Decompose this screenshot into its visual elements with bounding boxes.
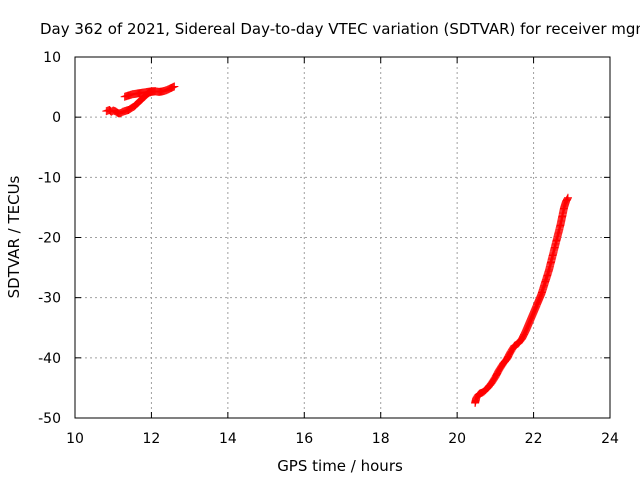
x-tick-label: 20 xyxy=(448,431,466,447)
grid-lines xyxy=(75,57,610,418)
axis-tick-labels: 10 12 14 16 18 20 22 24 -50 -40 -30 -20 -10 0 10 xyxy=(38,50,619,447)
x-tick-label: 12 xyxy=(143,431,161,447)
x-tick-label: 10 xyxy=(66,431,84,447)
axis-ticks xyxy=(74,56,611,419)
y-tick-label: 0 xyxy=(52,110,61,126)
y-tick-label: -40 xyxy=(38,351,61,367)
y-tick-label: 10 xyxy=(43,50,61,66)
chart-title: Day 362 of 2021, Sidereal Day-to-day VTE… xyxy=(40,20,640,38)
y-tick-label: -50 xyxy=(38,411,61,427)
x-tick-label: 22 xyxy=(525,431,543,447)
x-tick-label: 18 xyxy=(372,431,390,447)
data-point xyxy=(170,82,179,91)
y-tick-label: -10 xyxy=(38,170,61,186)
x-tick-label: 24 xyxy=(601,431,619,447)
data-points xyxy=(102,82,572,407)
x-tick-label: 14 xyxy=(219,431,237,447)
x-axis-title: GPS time / hours xyxy=(277,457,403,475)
x-tick-label: 16 xyxy=(295,431,313,447)
data-point xyxy=(563,193,572,202)
y-tick-label: -30 xyxy=(38,291,61,307)
y-axis-title: SDTVAR / TECUs xyxy=(5,175,23,298)
y-tick-label: -20 xyxy=(38,231,61,247)
